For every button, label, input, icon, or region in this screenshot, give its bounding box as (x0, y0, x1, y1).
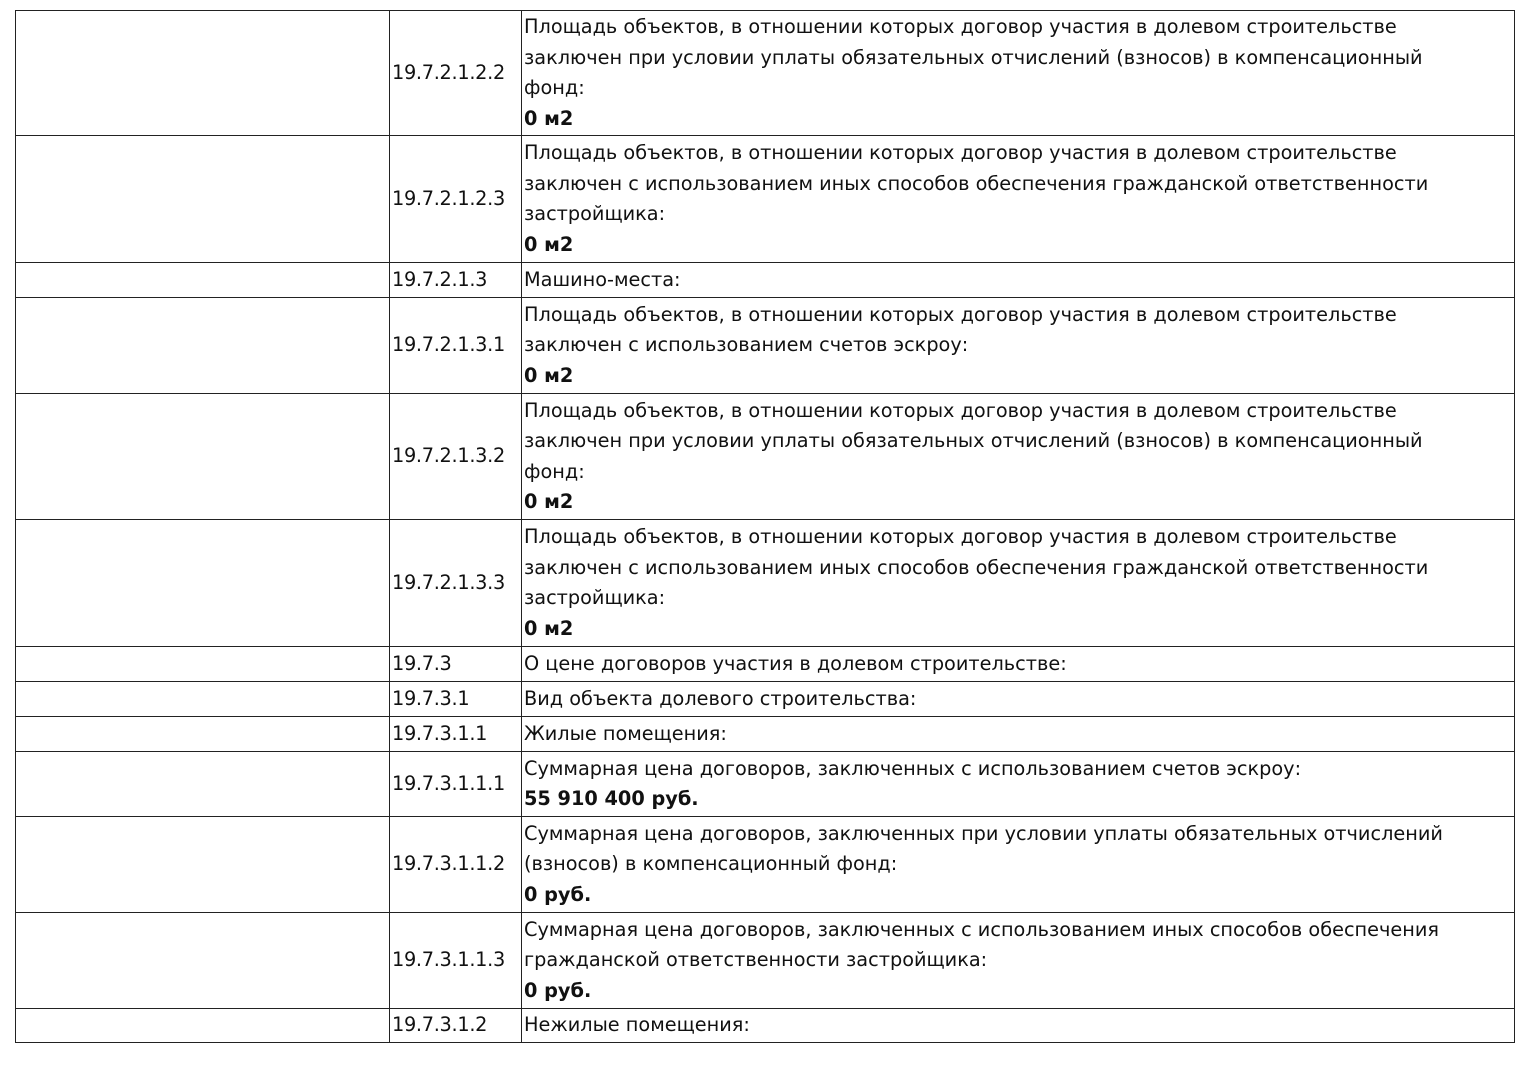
item-value: 0 м2 (524, 232, 574, 256)
item-description: Машино-места: (524, 267, 681, 291)
item-description: Нежилые помещения: (524, 1013, 750, 1037)
item-description: Площадь объектов, в отношении которых до… (524, 141, 1429, 225)
item-description-cell: Площадь объектов, в отношении которых до… (521, 519, 1515, 647)
item-description: Суммарная цена договоров, заключенных с … (524, 756, 1302, 780)
table-row: 19.7.3.1.1 Жилые помещения: (15, 716, 1515, 752)
table-row: 19.7.2.1.3.2 Площадь объектов, в отношени… (15, 393, 1515, 520)
item-description: Суммарная цена договоров, заключенных пр… (524, 821, 1443, 876)
item-description-cell: О цене договоров участия в долевом строи… (521, 646, 1515, 682)
table-row: 19.7.3.1.1.2 Суммарная цена договоров, за… (15, 816, 1515, 913)
empty-cell (15, 816, 390, 913)
empty-cell (15, 10, 390, 136)
empty-cell (15, 393, 390, 520)
item-number: 19.7.2.1.3.2 (389, 393, 522, 520)
item-description: Суммарная цена договоров, заключенных с … (524, 917, 1440, 972)
item-number: 19.7.2.1.2.3 (389, 135, 522, 263)
item-number: 19.7.3.1.1 (389, 716, 522, 752)
item-description: Площадь объектов, в отношении которых до… (524, 398, 1423, 483)
table-row: 19.7.2.1.3.1 Площадь объектов, в отношени… (15, 297, 1515, 394)
empty-cell (15, 681, 390, 717)
item-description: О цене договоров участия в долевом строи… (524, 651, 1067, 675)
item-value: 0 м2 (524, 616, 574, 640)
item-value: 0 м2 (524, 106, 574, 130)
item-description-cell: Нежилые помещения: (521, 1008, 1515, 1043)
item-description-cell: Площадь объектов, в отношении которых до… (521, 297, 1515, 394)
item-number: 19.7.3.1.2 (389, 1008, 522, 1043)
item-description: Площадь объектов, в отношении которых до… (524, 302, 1397, 357)
item-value: 0 м2 (524, 490, 574, 513)
item-description-cell: Площадь объектов, в отношении которых до… (521, 135, 1515, 263)
item-value: 0 руб. (524, 882, 592, 906)
item-number: 19.7.2.1.3.1 (389, 297, 522, 394)
item-number: 19.7.3.1.1.2 (389, 816, 522, 913)
table-row: 19.7.3.1.1.1 Суммарная цена договоров, за… (15, 751, 1515, 817)
table-row: 19.7.3.1.1.3 Суммарная цена договоров, за… (15, 912, 1515, 1009)
empty-cell (15, 297, 390, 394)
item-description: Площадь объектов, в отношении которых до… (524, 15, 1423, 99)
empty-cell (15, 716, 390, 752)
item-number: 19.7.3 (389, 646, 522, 682)
item-description-cell: Вид объекта долевого строительства: (521, 681, 1515, 717)
empty-cell (15, 135, 390, 263)
item-description-cell: Суммарная цена договоров, заключенных с … (521, 912, 1515, 1009)
item-description: Жилые помещения: (524, 721, 727, 745)
item-description-cell: Площадь объектов, в отношении которых до… (521, 393, 1515, 520)
item-number: 19.7.2.1.3 (389, 262, 522, 298)
empty-cell (15, 519, 390, 647)
item-value: 0 руб. (524, 978, 592, 1002)
item-description: Вид объекта долевого строительства: (524, 686, 917, 710)
item-description-cell: Суммарная цена договоров, заключенных пр… (521, 816, 1515, 913)
table-row: 19.7.3 О цене договоров участия в долевом… (15, 646, 1515, 682)
item-number: 19.7.2.1.3.3 (389, 519, 522, 647)
item-description-cell: Площадь объектов, в отношении которых до… (521, 10, 1515, 136)
item-number: 19.7.3.1.1.1 (389, 751, 522, 817)
item-value: 0 м2 (524, 363, 574, 387)
table-row: 19.7.3.1 Вид объекта долевого строительст… (15, 681, 1515, 717)
disclosure-table: 19.7.2.1.2.2 Площадь объектов, в отношени… (15, 10, 1515, 1043)
item-value: 55 910 400 руб. (524, 787, 699, 810)
table-row: 19.7.3.1.2 Нежилые помещения: (15, 1008, 1515, 1043)
item-number: 19.7.3.1 (389, 681, 522, 717)
table-row: 19.7.2.1.3 Машино-места: (15, 262, 1515, 298)
empty-cell (15, 1008, 390, 1043)
item-number: 19.7.2.1.2.2 (389, 10, 522, 136)
empty-cell (15, 751, 390, 817)
table-row: 19.7.2.1.3.3 Площадь объектов, в отношени… (15, 519, 1515, 647)
empty-cell (15, 262, 390, 298)
item-description-cell: Жилые помещения: (521, 716, 1515, 752)
item-description-cell: Машино-места: (521, 262, 1515, 298)
empty-cell (15, 646, 390, 682)
item-description: Площадь объектов, в отношении которых до… (524, 525, 1429, 609)
empty-cell (15, 912, 390, 1009)
table-row: 19.7.2.1.2.2 Площадь объектов, в отношени… (15, 10, 1515, 136)
table-row: 19.7.2.1.2.3 Площадь объектов, в отношени… (15, 135, 1515, 263)
item-number: 19.7.3.1.1.3 (389, 912, 522, 1009)
item-description-cell: Суммарная цена договоров, заключенных с … (521, 751, 1515, 817)
